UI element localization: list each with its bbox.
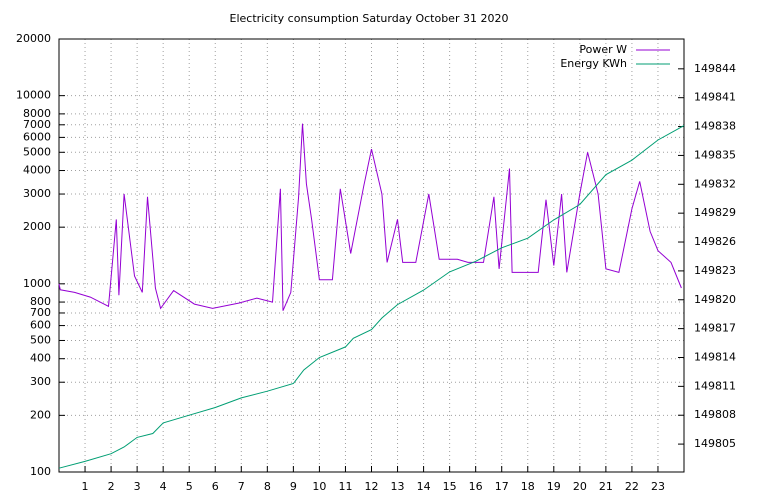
y-tick-label: 700 xyxy=(30,306,51,319)
y-tick-label: 5000 xyxy=(23,145,51,158)
x-tick-label: 15 xyxy=(443,480,457,493)
x-tick-label: 3 xyxy=(134,480,141,493)
x-tick-label: 4 xyxy=(160,480,167,493)
y2-tick-label: 149844 xyxy=(694,62,736,75)
x-tick-label: 8 xyxy=(264,480,271,493)
y-tick-label: 400 xyxy=(30,352,51,365)
y2-tick-label: 149811 xyxy=(694,379,736,392)
y-tick-label: 500 xyxy=(30,333,51,346)
y2-tick-label: 149817 xyxy=(694,322,736,335)
y2-tick-label: 149805 xyxy=(694,437,736,450)
y-tick-label: 4000 xyxy=(23,164,51,177)
y-tick-label: 2000 xyxy=(23,220,51,233)
y2-tick-label: 149829 xyxy=(694,206,736,219)
x-tick-label: 11 xyxy=(338,480,352,493)
y-tick-label: 3000 xyxy=(23,187,51,200)
x-tick-label: 13 xyxy=(391,480,405,493)
x-tick-label: 6 xyxy=(212,480,219,493)
y-tick-label: 8000 xyxy=(23,107,51,120)
x-tick-label: 17 xyxy=(495,480,509,493)
x-tick-label: 2 xyxy=(108,480,115,493)
y-tick-label: 1000 xyxy=(23,277,51,290)
y-tick-label: 800 xyxy=(30,295,51,308)
y-tick-label: 7000 xyxy=(23,118,51,131)
series-line xyxy=(58,125,685,469)
x-tick-label: 22 xyxy=(625,480,639,493)
y-tick-label: 100 xyxy=(30,465,51,478)
x-tick-label: 14 xyxy=(417,480,431,493)
legend-label: Energy KWh xyxy=(560,57,627,70)
series-line xyxy=(58,123,682,311)
x-tick-label: 20 xyxy=(573,480,587,493)
x-tick-label: 1 xyxy=(82,480,89,493)
y-tick-label: 10000 xyxy=(16,89,51,102)
chart-title: Electricity consumption Saturday October… xyxy=(230,12,509,25)
y-tick-label: 200 xyxy=(30,408,51,421)
y-tick-label: 300 xyxy=(30,375,51,388)
x-tick-label: 9 xyxy=(290,480,297,493)
y2-tick-label: 149808 xyxy=(694,408,736,421)
x-tick-label: 7 xyxy=(238,480,245,493)
x-tick-label: 12 xyxy=(365,480,379,493)
y2-tick-label: 149835 xyxy=(694,148,736,161)
x-tick-label: 16 xyxy=(469,480,483,493)
x-tick-label: 19 xyxy=(547,480,561,493)
y2-tick-label: 149823 xyxy=(694,264,736,277)
y2-tick-label: 149826 xyxy=(694,235,736,248)
x-tick-label: 23 xyxy=(651,480,665,493)
y2-tick-label: 149838 xyxy=(694,120,736,133)
legend-label: Power W xyxy=(579,43,627,56)
plot-frame xyxy=(58,38,685,473)
y-tick-label: 6000 xyxy=(23,130,51,143)
x-tick-label: 5 xyxy=(186,480,193,493)
x-tick-label: 10 xyxy=(312,480,326,493)
y2-tick-label: 149820 xyxy=(694,293,736,306)
x-tick-label: 18 xyxy=(521,480,535,493)
y2-tick-label: 149841 xyxy=(694,91,736,104)
x-tick-label: 21 xyxy=(599,480,613,493)
y-tick-label: 600 xyxy=(30,319,51,332)
y-tick-label: 20000 xyxy=(16,32,51,45)
y2-tick-label: 149832 xyxy=(694,177,736,190)
y2-tick-label: 149814 xyxy=(694,350,736,363)
